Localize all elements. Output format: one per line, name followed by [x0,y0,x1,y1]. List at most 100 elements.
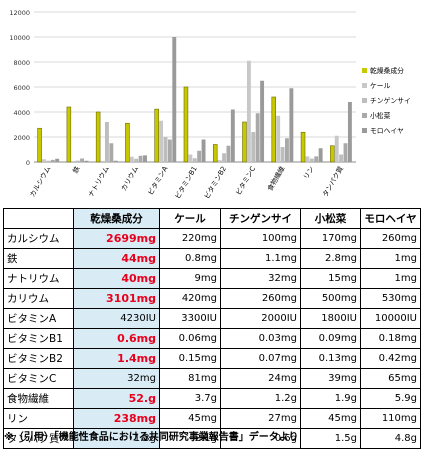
bar [212,144,218,163]
table-cell: 45mg [300,408,361,429]
bar [251,132,256,162]
bar [305,156,310,162]
table-header-cell: 小松菜 [300,208,361,229]
bar [113,160,118,162]
table-cell: 24mg [220,368,301,389]
row-label: ナトリウム [3,268,74,289]
bar [183,86,189,163]
bar [55,158,60,162]
bar [143,155,147,162]
bar [339,154,344,162]
table-row: ナトリウム 40mg 9mg 32mg 15mg 1mg [3,268,421,289]
bar [42,159,46,162]
table-cell: 52.g [73,388,160,409]
x-tick-label: カルシウム [28,165,52,199]
table-cell: 32mg [220,268,301,289]
y-tick-label: 2000 [13,134,30,142]
table-cell: 1mg [360,268,421,289]
row-label: ビタミンB1 [3,328,74,349]
bars [37,37,352,163]
nutrient-comparison-table: 乾燥桑成分 ケール チンゲンサイ 小松菜 モロヘイヤ カルシウム 2699mg 22… [3,208,421,449]
legend-label: モロヘイヤ [370,127,404,135]
x-tick-label: タンパク質 [320,164,345,198]
table-cell: 0.07mg [220,348,301,369]
table-cell: 40mg [73,268,160,289]
y-tick-label: 8000 [13,59,30,67]
table-row: ビタミンB2 1.4mg 0.15mg 0.07mg 0.13mg 0.42mg [3,348,421,369]
bar [271,96,277,163]
bar [242,121,247,163]
table-cell: 2000IU [220,308,301,329]
table-cell: 420mg [159,288,221,309]
table-header-cell: モロヘイヤ [360,208,421,229]
table-cell: 0.42mg [360,348,421,369]
legend-label: チンゲンサイ [370,96,411,105]
bar [37,127,42,163]
bar [104,122,109,162]
bar [84,160,89,162]
y-tick-label: 6000 [13,84,30,92]
bar [343,143,348,162]
bar [347,102,352,162]
bar-chart: 0 2000 4000 6000 8000 10000 12000 カルシウム 鉄ナトリウムカ… [0,0,422,208]
bar [197,150,202,162]
x-tick-label: ビタミンB2 [202,164,228,200]
bar [192,158,197,162]
bar [75,160,80,162]
table-cell: 220mg [159,228,221,249]
table-row: カリウム 3101mg 420mg 260mg 500mg 530mg [3,288,421,309]
table-cell: 27mg [220,408,301,429]
bar [138,155,143,162]
table-cell: 1.1mg [220,248,301,269]
table-cell: 9mg [159,268,221,289]
legend-swatch [362,98,367,103]
bar [255,113,260,162]
table-row: ビタミンA 4230IU 3300IU 2000IU 1800IU 10000IU [3,308,421,329]
x-tick-label: ビタミンA [146,164,170,196]
table-cell: 1mg [360,248,421,269]
bar [276,115,281,162]
table-cell: 530mg [360,288,421,309]
source-note: ※（引用）「機能性食品における共同研究事業報告書」データより [4,432,299,443]
bar [280,147,285,162]
y-axis-ticks: 0 2000 4000 6000 8000 10000 12000 [9,9,30,167]
table-cell: 44mg [73,248,160,269]
x-tick-label: カリウム [120,165,141,193]
legend-swatch [362,83,367,88]
bar [289,88,294,162]
bar [300,131,306,163]
table-cell: 1.2g [220,388,301,409]
table-cell: 0.15mg [159,348,221,369]
table-cell: 3101mg [73,288,160,309]
bar [167,139,172,162]
table-cell: 0.09mg [300,328,361,349]
table-row: タンパク質 1.3g 2.1g 0.6g 1.5g 4.8g [3,428,421,449]
bar [95,111,101,163]
bar [230,109,235,162]
row-label: 鉄 [3,248,74,269]
table-header-cell: ケール [159,208,221,229]
bar [260,80,265,162]
bar [226,145,231,162]
table-cell: 0.8mg [159,248,221,269]
table-cell: 45mg [159,408,221,429]
bar [318,148,323,162]
table-cell: 2.8mg [300,248,361,269]
table-cell: 4.8g [360,428,421,449]
table-row: カルシウム 2699mg 220mg 100mg 170mg 260mg [3,228,421,249]
table-row: 食物繊維 52.g 3.7g 1.2g 1.9g 5.9g [3,388,421,409]
table-cell: 81mg [159,368,221,389]
row-label: カルシウム [3,228,74,249]
table-cell: 4230IU [73,308,160,329]
table-cell: 110mg [360,408,421,429]
table-cell: 500mg [300,288,361,309]
bar [80,158,85,162]
table-cell: 170mg [300,228,361,249]
y-tick-label: 0 [26,159,30,167]
table-cell: 1.4mg [73,348,160,369]
bar [71,161,76,162]
table-cell: 65mg [360,368,421,389]
table-cell: 1.5g [300,428,361,449]
table-cell: 0.06mg [159,328,221,349]
